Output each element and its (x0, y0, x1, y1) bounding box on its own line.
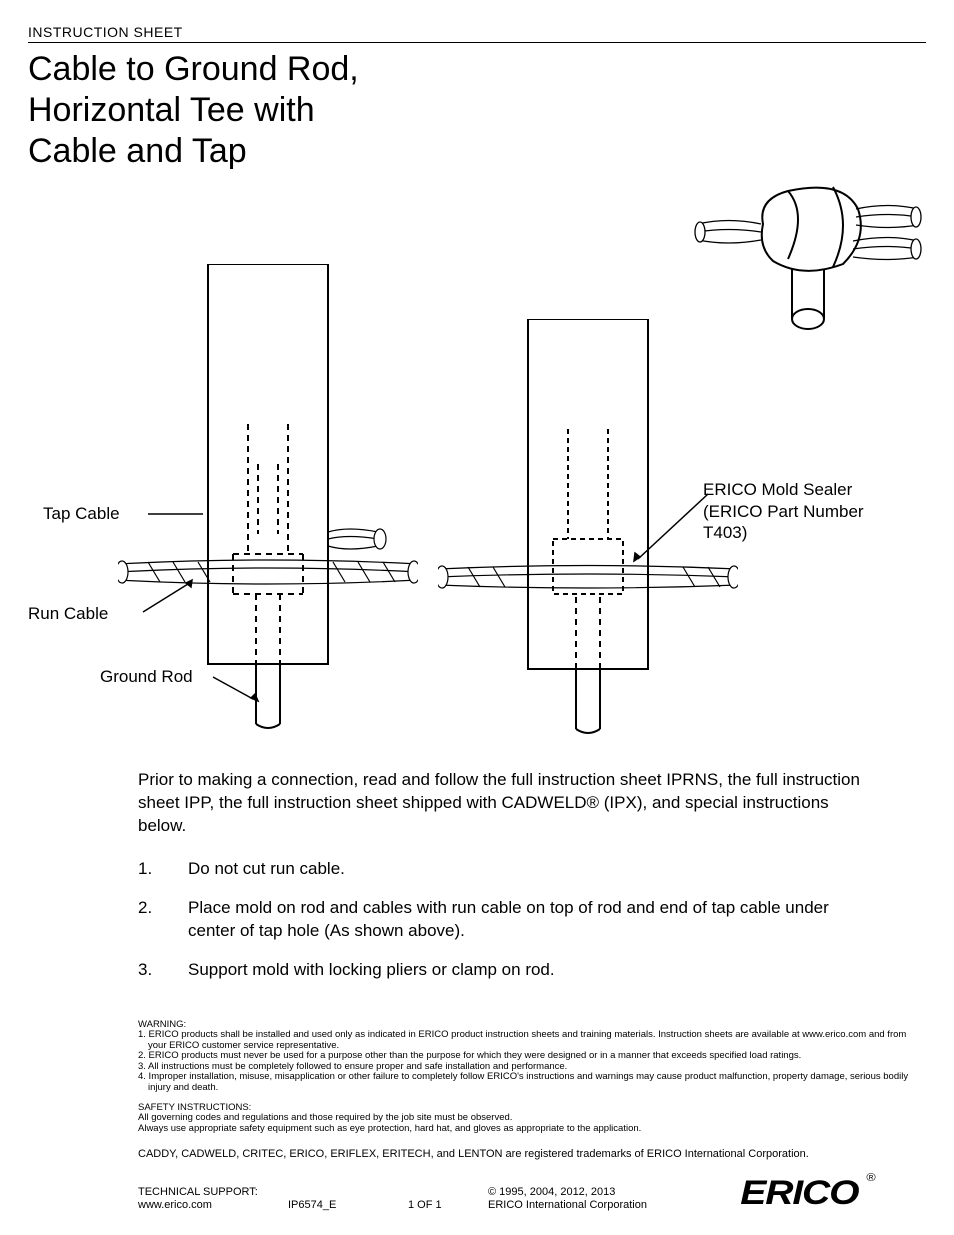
label-run-cable: Run Cable (28, 604, 108, 624)
step-2: Place mold on rod and cables with run ca… (138, 897, 878, 943)
footer: TECHNICAL SUPPORT: www.erico.com IP6574_… (138, 1174, 926, 1213)
label-mold-sealer: ERICO Mold Sealer (ERICO Part Number T40… (703, 479, 864, 543)
sealer-line-1: ERICO Mold Sealer (703, 480, 852, 499)
label-tap-cable: Tap Cable (43, 504, 120, 524)
company-name: ERICO International Corporation (488, 1199, 748, 1213)
sealer-line-3: T403) (703, 523, 747, 542)
sealer-line-2: (ERICO Part Number (703, 502, 864, 521)
page-number: 1 OF 1 (408, 1199, 488, 1213)
warning-item-4: 4. Improper installation, misuse, misapp… (138, 1072, 918, 1093)
step-1: Do not cut run cable. (138, 858, 878, 881)
step-3: Support mold with locking pliers or clam… (138, 959, 878, 982)
doc-id: IP6574_E (288, 1199, 408, 1213)
warning-block: WARNING: 1. ERICO products shall be inst… (138, 1020, 918, 1134)
title-line-3: Cable and Tap (28, 132, 247, 170)
tech-support-url: www.erico.com (138, 1199, 288, 1213)
registered-icon: ® (866, 1172, 874, 1184)
safety-line-2: Always use appropriate safety equipment … (138, 1124, 918, 1134)
page-title: Cable to Ground Rod, Horizontal Tee with… (28, 49, 926, 171)
title-line-1: Cable to Ground Rod, (28, 50, 359, 88)
warning-item-1: 1. ERICO products shall be installed and… (138, 1030, 918, 1051)
leader-lines (28, 189, 928, 749)
instruction-steps: Do not cut run cable. Place mold on rod … (138, 858, 878, 982)
erico-logo: ERICO® (740, 1174, 858, 1213)
tech-support-label: TECHNICAL SUPPORT: (138, 1186, 288, 1200)
logo-text: ERICO (740, 1174, 858, 1212)
header-label: INSTRUCTION SHEET (28, 24, 926, 43)
intro-paragraph: Prior to making a connection, read and f… (138, 769, 878, 838)
diagram-area: Tap Cable Run Cable Ground Rod ERICO Mol… (28, 189, 926, 749)
title-line-2: Horizontal Tee with (28, 91, 315, 129)
copyright: © 1995, 2004, 2012, 2013 (488, 1186, 748, 1200)
label-ground-rod: Ground Rod (100, 667, 193, 687)
trademarks-line: CADDY, CADWELD, CRITEC, ERICO, ERIFLEX, … (138, 1148, 926, 1160)
